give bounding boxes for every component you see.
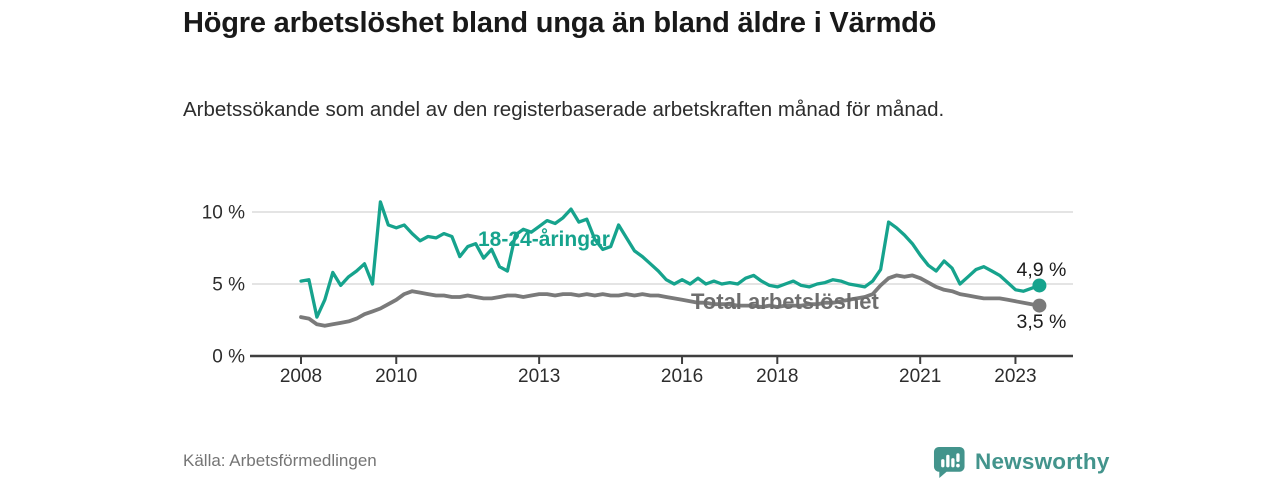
x-axis-label: 2008 (280, 366, 322, 387)
page-title: Högre arbetslöshet bland unga än bland ä… (183, 7, 937, 39)
series-label-unga: 18-24-åringar (478, 228, 610, 251)
brand-name: Newsworthy (975, 449, 1110, 474)
y-axis-label: 0 % (212, 347, 245, 368)
x-axis-label: 2010 (375, 366, 417, 387)
x-axis-label: 2016 (661, 366, 703, 387)
series-end-dot-unga (1032, 278, 1047, 293)
x-axis-label: 2018 (756, 366, 798, 387)
x-axis-label: 2021 (899, 366, 941, 387)
y-axis-label: 10 % (202, 203, 245, 224)
series-end-label-total: 3,5 % (1016, 311, 1066, 333)
source-note: Källa: Arbetsförmedlingen (183, 451, 377, 470)
series-line-unga (299, 200, 1042, 319)
x-axis-label: 2013 (518, 366, 560, 387)
series-label-total: Total arbetslöshet (691, 289, 880, 314)
brand-logo: Newsworthy (933, 445, 1110, 479)
newsworthy-bubble-chart-icon (933, 446, 965, 479)
page-subtitle: Arbetssökande som andel av den registerb… (183, 98, 945, 121)
series-end-label-unga: 4,9 % (1016, 259, 1066, 281)
y-axis-label: 5 % (212, 275, 245, 296)
series-line-total (299, 273, 1042, 328)
x-axis-label: 2023 (994, 366, 1036, 387)
series-end-dot-total (1032, 298, 1047, 313)
